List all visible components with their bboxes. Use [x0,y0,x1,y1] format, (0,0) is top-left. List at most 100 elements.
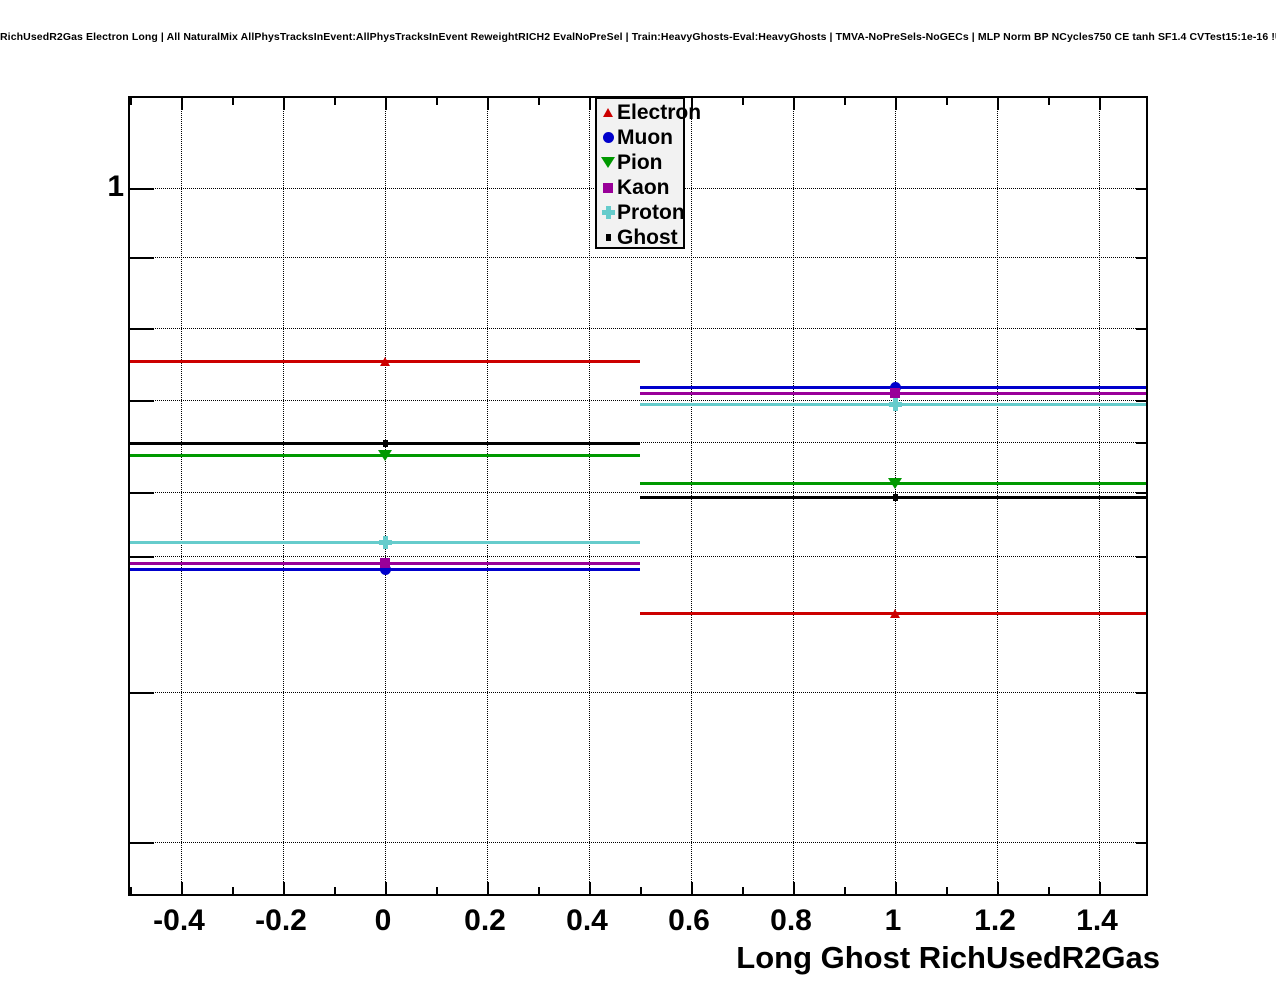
plot-title: RichUsedR2Gas Electron Long | All Natura… [0,31,1276,43]
x-axis-minor-tick [640,887,642,894]
data-point-pion [888,477,902,489]
x-axis-tick [895,98,897,110]
data-point-kaon [890,388,900,398]
y-axis-tick [130,257,154,259]
x-axis-tick-label: 0 [374,904,392,937]
x-axis-minor-tick [844,887,846,894]
x-axis-tick [895,882,897,894]
legend-marker-dot-icon [600,230,616,246]
y-axis-tick [130,692,154,694]
x-axis-tick-label: 1.2 [974,904,1016,937]
x-axis-tick-label: 0.4 [566,904,608,937]
grid-line-vertical [589,98,590,894]
grid-line-horizontal [130,842,1146,843]
x-axis-minor-tick [742,98,744,105]
x-axis-minor-tick [130,887,132,894]
grid-line-vertical [283,98,284,894]
data-point-ghost [892,493,898,501]
y-axis-tick [1136,400,1146,402]
x-axis-minor-tick [436,98,438,105]
x-axis-tick-label: 0.2 [464,904,506,937]
x-axis-minor-tick [334,98,336,105]
y-axis-tick [1136,442,1146,444]
legend-label: Kaon [617,176,670,199]
x-axis-tick [487,882,489,894]
legend-label: Electron [617,101,702,124]
legend-label: Pion [617,151,663,174]
grid-line-horizontal [130,400,1146,401]
y-axis-tick [1136,188,1146,190]
x-axis-tick [589,882,591,894]
legend-entry-electron[interactable]: Electron [597,100,701,125]
y-axis-label-1: 1 [107,170,124,203]
legend-label: Ghost [617,226,678,249]
x-axis-tick [181,882,183,894]
y-axis-tick [130,842,154,844]
x-axis-tick [385,98,387,110]
legend-entry-pion[interactable]: Pion [597,150,683,175]
plot-area [130,98,1146,894]
x-axis-minor-tick [232,98,234,105]
grid-line-horizontal [130,556,1146,557]
y-axis-tick [1136,692,1146,694]
data-point-muon [889,381,901,393]
legend-label: Proton [617,201,685,224]
y-axis-tick [130,400,154,402]
y-axis-tick [1136,492,1146,494]
data-point-electron [890,608,900,618]
legend-entry-muon[interactable]: Muon [597,125,683,150]
x-axis-tick-label: 1 [884,904,902,937]
x-axis-tick [589,98,591,110]
x-axis-tick [997,98,999,110]
x-axis-tick [283,882,285,894]
x-axis-tick [793,882,795,894]
x-axis-minor-tick [130,98,132,105]
x-axis-minor-tick [742,887,744,894]
data-point-pion [378,449,392,461]
x-axis-tick [1099,882,1101,894]
legend-marker-triangle-down-icon [600,155,616,171]
x-axis-tick-label: 1.4 [1076,904,1118,937]
data-point-kaon [380,558,390,568]
x-axis-minor-tick [334,887,336,894]
legend-entry-ghost[interactable]: Ghost [597,225,683,250]
x-axis-minor-tick [538,887,540,894]
x-axis-minor-tick [844,98,846,105]
y-axis-tick [1136,842,1146,844]
x-axis-title: Long Ghost RichUsedR2Gas [736,940,1160,975]
data-point-marker-dot [605,234,611,241]
x-axis-tick-label: 0.6 [668,904,710,937]
grid-line-horizontal [130,692,1146,693]
y-axis-tick [1136,257,1146,259]
data-point-marker-circle [602,132,614,143]
data-point-marker-cross [601,206,615,219]
data-point-marker-square [603,182,613,193]
x-axis-tick [283,98,285,110]
grid-line-vertical [181,98,182,894]
grid-line-horizontal [130,257,1146,258]
legend[interactable]: Electron Muon Pion Kaon Proton Ghost [595,97,701,250]
x-axis-minor-tick [1048,887,1050,894]
y-axis-tick [130,328,154,330]
legend-marker-cross-icon [600,205,616,221]
legend-entry-kaon[interactable]: Kaon [597,175,683,200]
x-axis-tick [691,98,693,110]
x-axis-tick [1099,98,1101,110]
x-axis-tick-label: -0.2 [255,904,307,937]
legend-marker-square-icon [600,180,616,196]
data-point-electron [380,356,390,366]
legend-marker-triangle-up-icon [600,105,616,121]
y-axis-tick [1136,556,1146,558]
data-point-marker-triangle-down [601,157,615,168]
grid-line-horizontal [130,492,1146,493]
legend-entry-proton[interactable]: Proton [597,200,685,225]
grid-line-vertical [385,98,386,894]
y-axis-tick [1136,328,1146,330]
x-axis-minor-tick [538,98,540,105]
grid-line-vertical [487,98,488,894]
data-point-proton [888,397,902,411]
data-point-muon [379,563,391,575]
x-axis-tick [691,882,693,894]
legend-marker-circle-icon [600,130,616,146]
